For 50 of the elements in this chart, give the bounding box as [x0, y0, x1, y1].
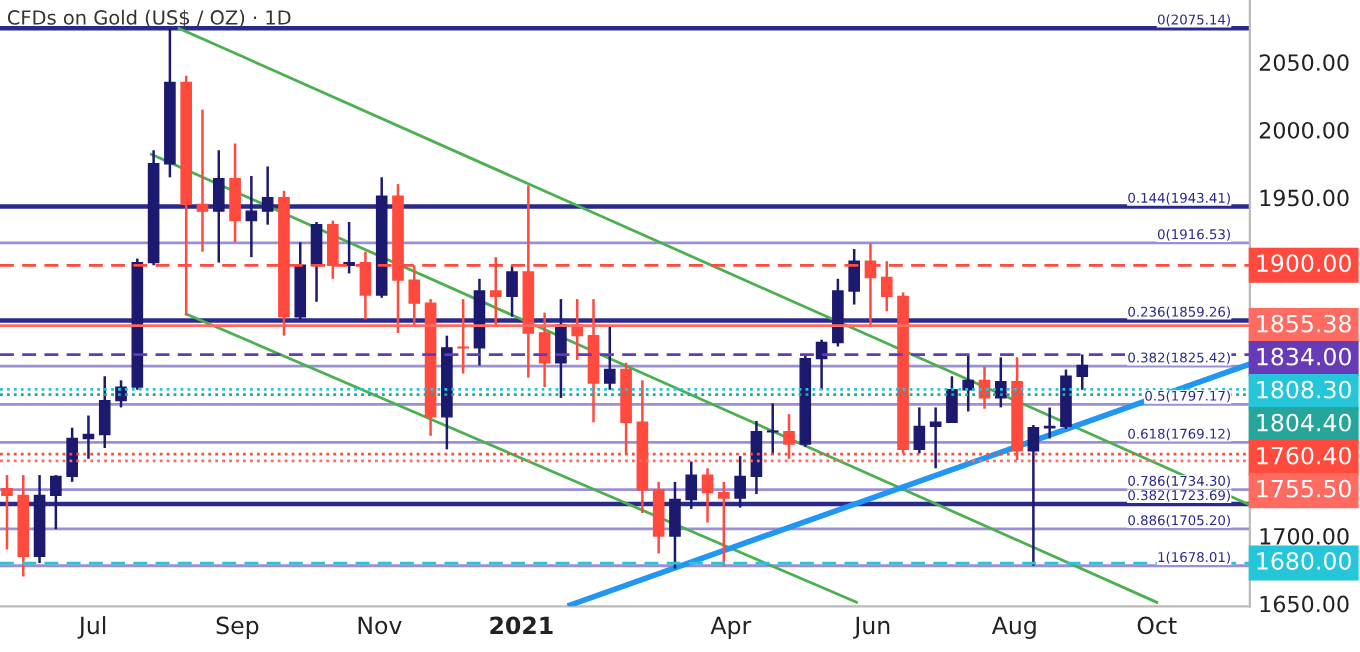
candlestick — [1, 473, 13, 551]
candlestick — [1027, 423, 1040, 568]
x-tick-label: Oct — [1137, 616, 1177, 635]
ref-line-label: 1760.40 — [1257, 446, 1351, 465]
ref-line-label: 1680.00 — [1257, 552, 1351, 570]
y-tick-label: 1700.00 — [1260, 527, 1349, 545]
candlestick — [929, 406, 942, 470]
candlestick — [685, 460, 698, 511]
candlestick — [212, 148, 225, 264]
candlestick — [766, 402, 779, 457]
candlestick — [50, 473, 62, 531]
ref-line-label: 1808.30 — [1257, 380, 1351, 399]
candlestick — [603, 324, 616, 392]
candlestick — [669, 480, 681, 570]
candlestick — [1076, 353, 1089, 392]
candlestick — [66, 426, 78, 484]
x-tick-label: Jun — [853, 616, 890, 639]
candlestick — [196, 108, 209, 253]
y-tick-label: 2050.00 — [1259, 54, 1349, 72]
x-tick-label: 2021 — [490, 616, 553, 635]
x-tick-label: Apr — [710, 616, 752, 639]
ref-line-label: 1855.38 — [1257, 314, 1351, 333]
candlestick — [913, 406, 926, 455]
chart-title: CFDs on Gold (US$ / OZ) · 1D — [7, 9, 291, 28]
ref-line-label: 1804.40 — [1257, 413, 1351, 432]
x-tick-label: Sep — [216, 616, 259, 639]
x-tick-label: Aug — [991, 616, 1036, 639]
candlestick — [229, 142, 241, 244]
y-tick-label: 2000.00 — [1259, 121, 1349, 139]
x-tick-label: Jul — [77, 616, 106, 639]
candlestick — [82, 414, 95, 461]
candlestick — [946, 375, 958, 424]
candlestick — [701, 467, 714, 524]
candlestick — [718, 480, 730, 568]
ref-line-label: 1755.50 — [1257, 479, 1351, 498]
candlestick — [457, 297, 469, 375]
candlestick — [587, 297, 600, 424]
x-tick-label: Nov — [358, 616, 402, 635]
candlestick — [506, 264, 518, 318]
candlestick — [848, 247, 860, 306]
ref-line-label: 1834.00 — [1257, 347, 1351, 366]
y-tick-label: 1650.00 — [1260, 595, 1349, 613]
candlestick — [734, 454, 746, 509]
y-tick-label: 1950.00 — [1260, 189, 1349, 207]
candlestick — [261, 165, 274, 226]
ref-line-label: 1900.00 — [1257, 254, 1351, 273]
candlestick — [245, 174, 258, 259]
candlestick — [652, 480, 665, 555]
candlestick — [310, 220, 323, 304]
candlestick — [98, 375, 111, 450]
